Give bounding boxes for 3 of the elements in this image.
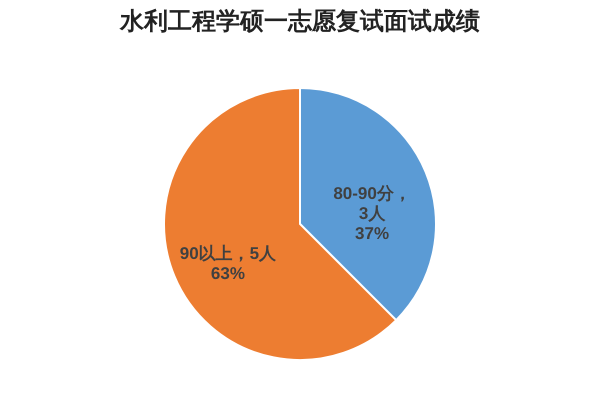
chart-title: 水利工程学硕一志愿复试面试成绩 (119, 8, 480, 35)
slice-label: 90以上，5人 63% (180, 244, 278, 283)
slice-label: 80-90分， 3人 37% (333, 184, 411, 244)
